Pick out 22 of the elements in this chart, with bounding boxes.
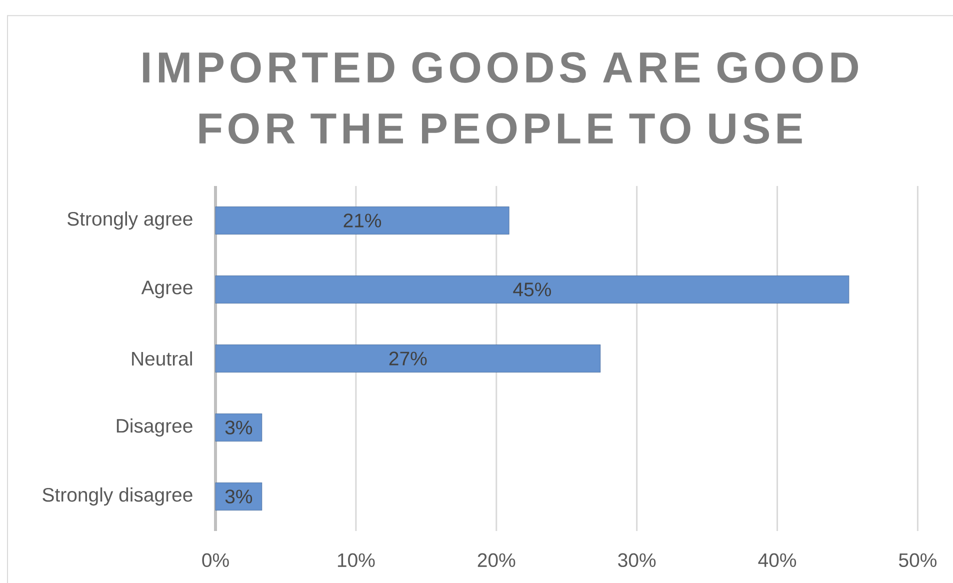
chart-title: IMPORTED GOODS ARE GOOD FOR THE PEOPLE TO USE bbox=[143, 52, 858, 144]
bar bbox=[215, 413, 262, 442]
bar bbox=[215, 206, 510, 235]
data-label: 21% bbox=[344, 214, 382, 228]
y-tick-label: Strongly disagree bbox=[42, 487, 192, 506]
bar bbox=[215, 482, 262, 511]
x-tick-label: 50% bbox=[899, 553, 936, 568]
y-tick-label: Disagree bbox=[116, 418, 192, 437]
x-tick-label: 40% bbox=[758, 553, 796, 568]
x-tick-label: 10% bbox=[338, 553, 375, 568]
y-tick-label: Neutral bbox=[132, 351, 192, 366]
bar bbox=[215, 344, 601, 373]
data-label: 27% bbox=[389, 352, 427, 366]
y-tick-label: Strongly agree bbox=[68, 211, 192, 230]
data-label: 45% bbox=[513, 282, 551, 296]
x-tick-label: 30% bbox=[618, 553, 656, 568]
y-tick-label: Agree bbox=[141, 280, 192, 298]
data-label: 3% bbox=[225, 490, 252, 504]
bar bbox=[215, 275, 850, 304]
x-tick-label: 20% bbox=[478, 553, 516, 568]
x-tick-label: 0% bbox=[202, 553, 229, 568]
data-label: 3% bbox=[225, 420, 252, 434]
